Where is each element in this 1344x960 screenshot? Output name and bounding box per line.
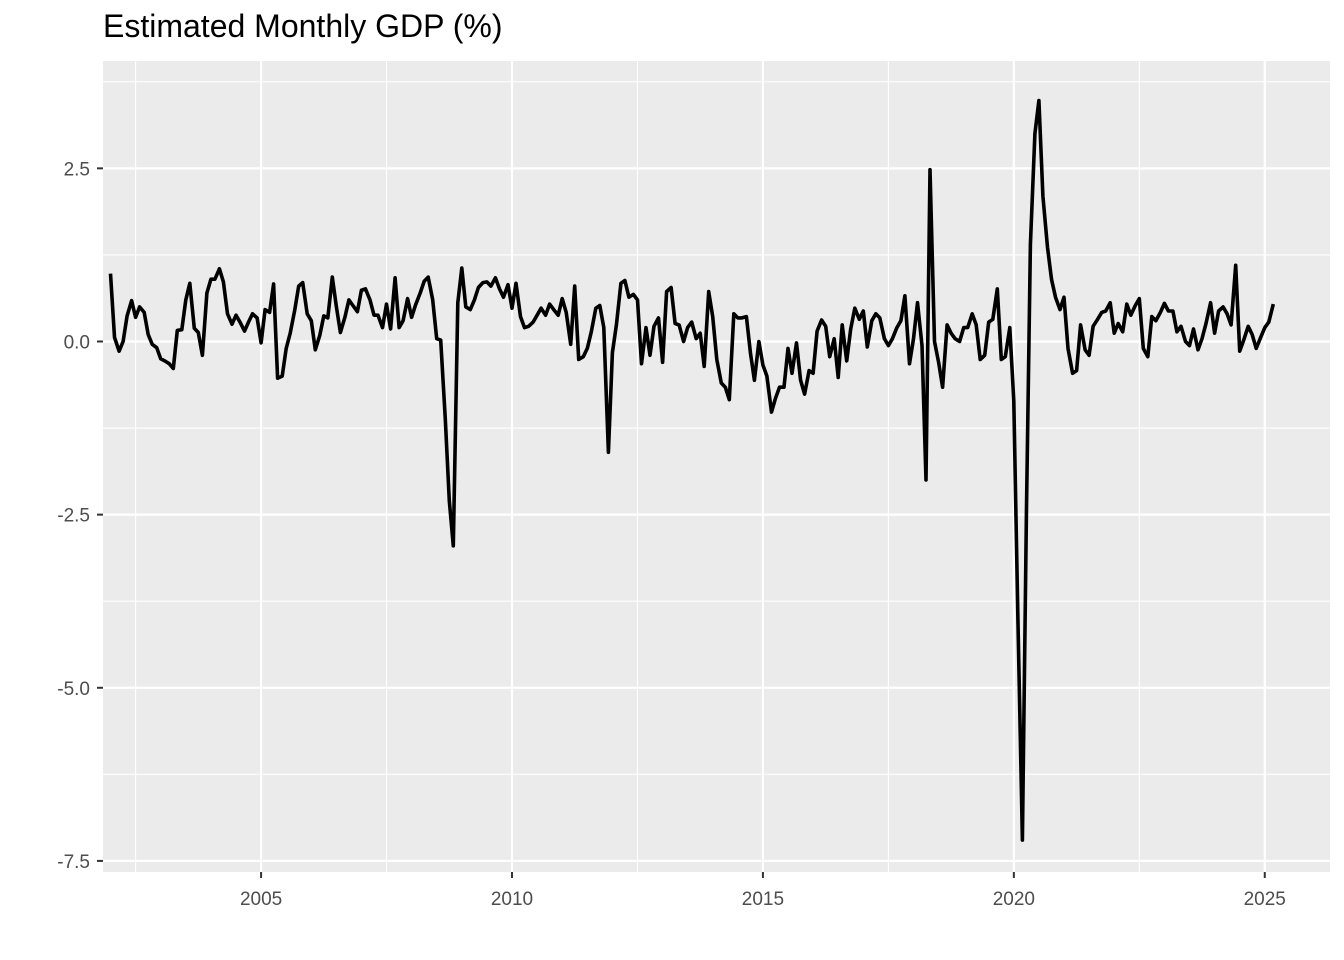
grid-minor — [103, 61, 1330, 872]
y-axis: 2.5 0.0 -2.5 -5.0 -7.5 — [57, 159, 103, 873]
y-tick-label: -2.5 — [57, 506, 90, 527]
plot-panel — [103, 61, 1330, 872]
x-tick-label: 2010 — [491, 889, 533, 910]
y-tick-label: -7.5 — [57, 852, 90, 873]
x-axis: 2005 2010 2015 2020 2025 — [240, 872, 1286, 910]
x-tick-label: 2015 — [742, 889, 784, 910]
y-tick-label: 0.0 — [64, 332, 90, 353]
x-tick-label: 2005 — [240, 889, 282, 910]
series-line — [108, 98, 1276, 842]
chart-title: Estimated Monthly GDP (%) — [103, 8, 503, 44]
x-tick-label: 2020 — [993, 889, 1035, 910]
y-tick-label: -5.0 — [57, 679, 90, 700]
x-tick-label: 2025 — [1244, 889, 1286, 910]
y-tick-label: 2.5 — [64, 159, 90, 180]
